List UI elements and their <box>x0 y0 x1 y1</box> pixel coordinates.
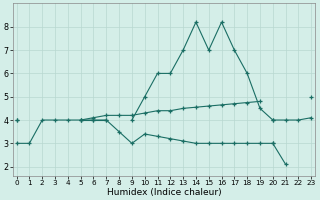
X-axis label: Humidex (Indice chaleur): Humidex (Indice chaleur) <box>107 188 221 197</box>
